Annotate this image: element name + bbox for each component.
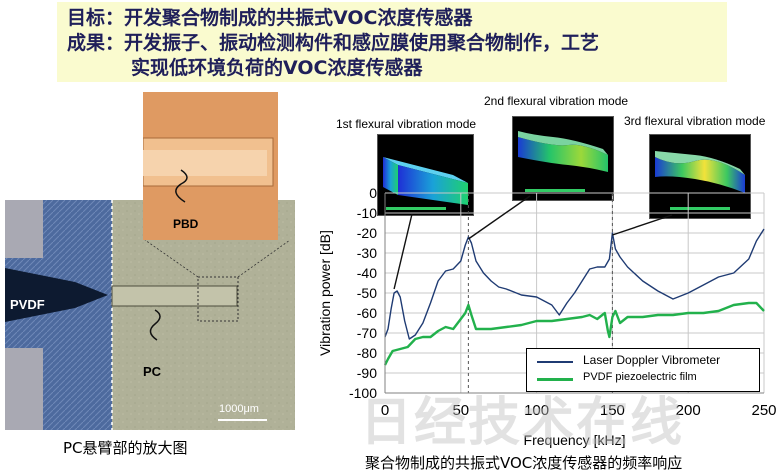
y-tick-label: -90 bbox=[357, 365, 377, 381]
y-tick-label: -80 bbox=[357, 345, 377, 361]
y-tick-label: 0 bbox=[369, 185, 377, 201]
y-tick-label: -20 bbox=[357, 225, 377, 241]
y-tick-label: -50 bbox=[357, 285, 377, 301]
pbd-inset-photo: PBD bbox=[143, 92, 278, 240]
mode3-fem-image bbox=[649, 134, 751, 219]
y-tick-label: -30 bbox=[357, 245, 377, 261]
mode1-fem-drawing bbox=[383, 157, 468, 210]
legend-swatch-ldv bbox=[537, 361, 573, 363]
legend-swatch-pvdf bbox=[537, 378, 573, 381]
mode1-fem-image bbox=[377, 134, 474, 216]
y-tick-label: -70 bbox=[357, 325, 377, 341]
mode2-fem-image bbox=[512, 116, 614, 201]
y-tick-label: -10 bbox=[357, 205, 377, 221]
chart-caption: 聚合物制成的共振式VOC浓度传感器的频率响应 bbox=[365, 454, 683, 472]
pvdf-label: PVDF bbox=[10, 297, 45, 312]
goal-line: 目标：开发聚合物制成的共振式VOC浓度传感器 bbox=[67, 7, 473, 29]
mode1-arrow bbox=[393, 213, 413, 290]
watermark: 日经技术在线 bbox=[360, 393, 685, 453]
micrograph-drawing bbox=[5, 200, 295, 430]
scale-bar-label: 1000μm bbox=[219, 403, 259, 415]
mode2-label: 2nd flexural vibration mode bbox=[484, 94, 629, 108]
chart-legend: Laser Doppler Vibrometer PVDF piezoelect… bbox=[526, 348, 760, 392]
goal-box bbox=[57, 2, 727, 82]
mode2-arrow bbox=[467, 195, 531, 240]
chart-series bbox=[383, 228, 765, 366]
micrograph-caption: PC悬臂部的放大图 bbox=[63, 439, 188, 457]
mode1-label: 1st flexural vibration mode bbox=[336, 117, 477, 131]
series-line-0 bbox=[384, 228, 765, 340]
x-tick-label: 250 bbox=[751, 402, 776, 419]
y-tick-label: -60 bbox=[357, 305, 377, 321]
y-tick-label: -40 bbox=[357, 265, 377, 281]
mode3-fem-drawing bbox=[655, 151, 745, 210]
pbd-inset-drawing bbox=[143, 92, 278, 240]
result-line: 成果：开发振子、振动检测构件和感应膜使用聚合物制作，工艺 bbox=[67, 32, 600, 54]
mode2-fem-drawing bbox=[518, 131, 608, 192]
pbd-label: PBD bbox=[173, 217, 199, 231]
result-line-continued: 实现低环境负荷的VOC浓度传感器 bbox=[131, 57, 423, 79]
y-axis-label: Vibration power [dB] bbox=[317, 230, 333, 356]
mode3-label: 3rd flexural vibration mode bbox=[624, 114, 766, 128]
legend-label-pvdf: PVDF piezoelectric film bbox=[583, 371, 697, 383]
legend-label-ldv: Laser Doppler Vibrometer bbox=[583, 353, 721, 367]
pc-label: PC bbox=[143, 364, 162, 379]
